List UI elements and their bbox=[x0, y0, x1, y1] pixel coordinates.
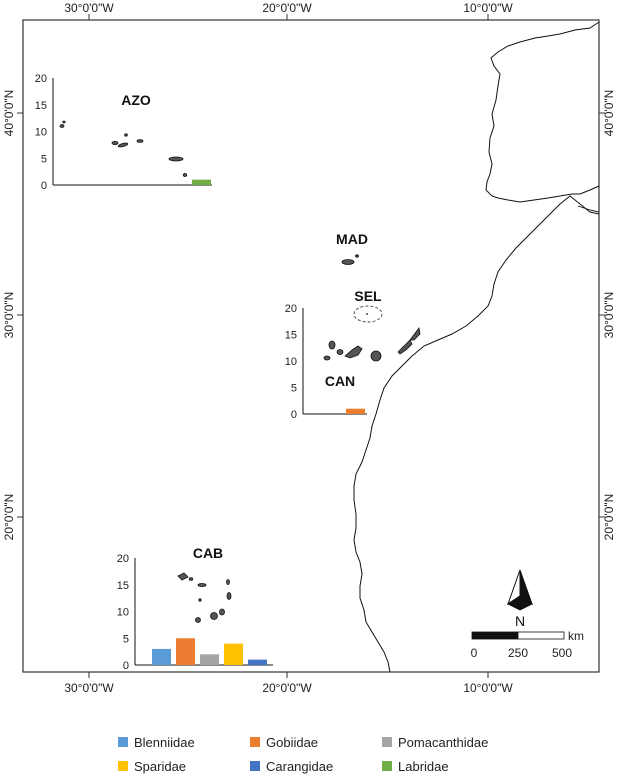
legend-swatch bbox=[382, 761, 392, 771]
region-label-can: CAN bbox=[325, 373, 355, 389]
madeira-islands bbox=[341, 254, 359, 265]
region-label-azo: AZO bbox=[121, 92, 151, 108]
bar-gobiidae bbox=[176, 638, 195, 665]
y-tick-label: 15 bbox=[285, 330, 297, 342]
legend-swatch bbox=[250, 737, 260, 747]
legend-item-gobiidae: Gobiidae bbox=[250, 735, 382, 750]
lon-label-bottom-30w: 30°0'0"W bbox=[64, 681, 114, 695]
scale-bar bbox=[471, 631, 565, 640]
legend-swatch bbox=[118, 761, 128, 771]
inset-chart-cab: 0 5 10 15 20 bbox=[117, 553, 273, 672]
bar-sparidae bbox=[224, 643, 243, 665]
legend-label: Blenniidae bbox=[134, 734, 195, 750]
legend: Blenniidae Gobiidae Pomacanthidae Sparid… bbox=[118, 730, 538, 778]
bar-pomacanthidae bbox=[200, 654, 219, 665]
y-tick-label: 10 bbox=[117, 607, 129, 619]
lon-label-top-20w: 20°0'0"W bbox=[262, 1, 312, 15]
lon-label-bottom-20w: 20°0'0"W bbox=[262, 681, 312, 695]
bar-carangidae bbox=[248, 659, 267, 665]
legend-label: Pomacanthidae bbox=[398, 734, 489, 750]
y-tick-label: 5 bbox=[291, 383, 297, 395]
lon-label-bottom-10w: 10°0'0"W bbox=[463, 681, 513, 695]
legend-row: Blenniidae Gobiidae Pomacanthidae bbox=[118, 730, 538, 754]
lat-label-right-30n: 30°0'0"N bbox=[602, 292, 616, 339]
y-tick-label: 10 bbox=[35, 127, 47, 139]
scale-bar-tick-250: 250 bbox=[508, 646, 528, 660]
bar-blenniidae bbox=[152, 648, 171, 665]
legend-swatch bbox=[250, 761, 260, 771]
azores-islands bbox=[59, 120, 188, 177]
region-label-sel: SEL bbox=[354, 288, 382, 304]
legend-swatch bbox=[118, 737, 128, 747]
scale-bar-unit: km bbox=[568, 629, 584, 643]
inset-chart-azo: 0 5 10 15 20 bbox=[35, 73, 212, 192]
lon-label-top-10w: 10°0'0"W bbox=[463, 1, 513, 15]
scale-bar-tick-0: 0 bbox=[471, 646, 478, 660]
mainland-coastline bbox=[485, 21, 600, 203]
region-label-mad: MAD bbox=[336, 231, 368, 247]
y-tick-label: 0 bbox=[291, 409, 297, 421]
inset-chart-can: 0 5 10 15 20 bbox=[285, 303, 367, 421]
bar-gobiidae bbox=[346, 408, 365, 414]
legend-row: Sparidae Carangidae Labridae bbox=[118, 754, 538, 778]
cabo-verde-islands bbox=[177, 572, 232, 623]
bar-labridae bbox=[192, 179, 211, 185]
western-sahara-border bbox=[577, 205, 600, 213]
legend-swatch bbox=[382, 737, 392, 747]
scale-bar-tick-500: 500 bbox=[552, 646, 572, 660]
y-tick-label: 15 bbox=[117, 580, 129, 592]
north-arrow-icon bbox=[507, 569, 533, 611]
y-tick-label: 10 bbox=[285, 356, 297, 368]
legend-label: Carangidae bbox=[266, 758, 334, 774]
y-tick-label: 0 bbox=[41, 180, 47, 192]
graticule-ticks bbox=[17, 14, 605, 678]
legend-item-pomacanthidae: Pomacanthidae bbox=[382, 735, 514, 750]
map-frame bbox=[22, 19, 600, 673]
y-tick-label: 15 bbox=[35, 100, 47, 112]
lat-label-left-30n: 30°0'0"N bbox=[2, 292, 16, 339]
lat-label-left-20n: 20°0'0"N bbox=[2, 494, 16, 541]
selvagens-island bbox=[366, 313, 368, 315]
legend-label: Sparidae bbox=[134, 758, 187, 774]
lat-label-left-40n: 40°0'0"N bbox=[2, 90, 16, 137]
y-tick-label: 5 bbox=[41, 153, 47, 165]
mainland-coastline-africa bbox=[353, 195, 600, 673]
region-label-cab: CAB bbox=[193, 545, 223, 561]
legend-item-sparidae: Sparidae bbox=[118, 759, 250, 774]
selvagens-outline bbox=[353, 305, 383, 323]
y-tick-label: 5 bbox=[123, 633, 129, 645]
y-tick-label: 0 bbox=[123, 660, 129, 672]
legend-item-blenniidae: Blenniidae bbox=[118, 735, 250, 750]
lon-label-top-30w: 30°0'0"W bbox=[64, 1, 114, 15]
lat-label-right-20n: 20°0'0"N bbox=[602, 494, 616, 541]
legend-item-carangidae: Carangidae bbox=[250, 759, 382, 774]
legend-label: Labridae bbox=[398, 758, 449, 774]
legend-item-labridae: Labridae bbox=[382, 759, 514, 774]
canary-islands bbox=[323, 327, 421, 362]
legend-label: Gobiidae bbox=[266, 734, 319, 750]
y-tick-label: 20 bbox=[35, 73, 47, 85]
y-tick-label: 20 bbox=[117, 553, 129, 565]
north-arrow-label: N bbox=[515, 613, 525, 629]
lat-label-right-40n: 40°0'0"N bbox=[602, 90, 616, 137]
y-tick-label: 20 bbox=[285, 303, 297, 315]
